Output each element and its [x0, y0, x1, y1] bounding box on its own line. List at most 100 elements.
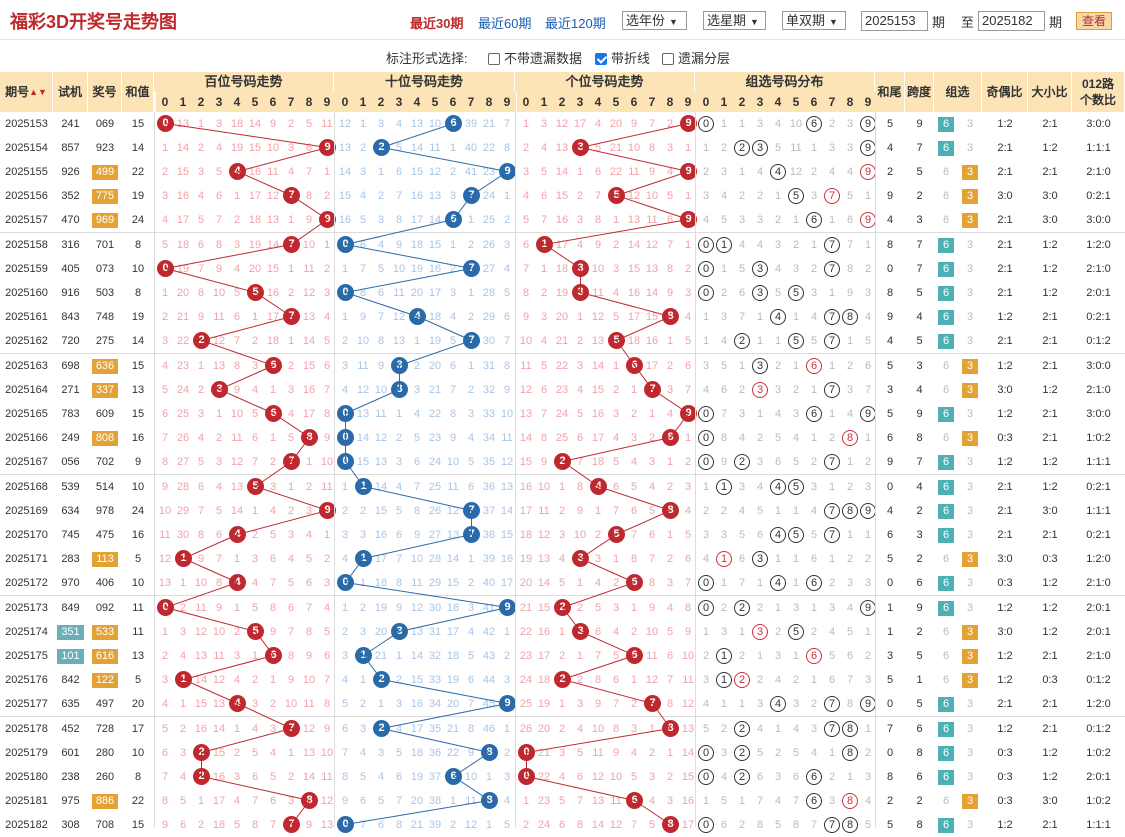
odd-even-ratio: 3:0	[997, 384, 1013, 396]
miss-count: 25	[176, 408, 190, 420]
test-number-cell: 843	[61, 311, 80, 323]
miss-count: 5	[792, 747, 800, 759]
miss-count: 6	[215, 529, 223, 541]
miss-count: 2	[792, 239, 800, 251]
miss-count: 40	[464, 142, 478, 154]
miss-count: 1	[576, 311, 584, 323]
miss-count: 1	[756, 335, 764, 347]
draw-number-cell: 260	[95, 771, 115, 783]
parity-select[interactable]: 单双期 ▼	[782, 11, 846, 30]
group-digit-ring: 4	[770, 696, 786, 712]
miss-count: 1	[684, 432, 692, 444]
miss-count: 2	[630, 626, 638, 638]
span-cell: 2	[916, 505, 923, 517]
miss-count: 18	[410, 747, 424, 759]
checkbox-checked-icon[interactable]	[595, 53, 607, 65]
miss-count: 4	[395, 118, 403, 130]
draw-number-cell: 499	[88, 160, 122, 184]
table-row: 2025159 405 073 10 0 19 7 9 4 20 15 1 11 2 1 7 5 10 19 16 2 7…	[0, 257, 1125, 281]
option-layer[interactable]: 遗漏分层	[662, 48, 730, 67]
test-number-badge: 351	[57, 625, 84, 640]
miss-count: 11	[465, 795, 477, 807]
digit-header: 8	[841, 92, 859, 112]
test-number-cell: 238	[61, 771, 80, 783]
miss-count: 5	[233, 287, 241, 299]
group-6-marker: 6	[942, 360, 950, 372]
period-cell: 2025162	[5, 335, 48, 347]
miss-count: 1	[864, 626, 872, 638]
miss-count: 3	[702, 529, 710, 541]
group-digit-ring: 3	[752, 358, 768, 374]
miss-count: 12	[356, 384, 370, 396]
group-digit-ring: 6	[806, 648, 822, 664]
from-period-input[interactable]: 2025153	[861, 11, 928, 31]
digit-header: 2	[733, 92, 751, 112]
miss-count: 10	[609, 771, 623, 783]
miss-count: 1	[359, 674, 367, 686]
year-select[interactable]: 选年份 ▼	[622, 11, 687, 30]
miss-count: 15	[356, 456, 370, 468]
odd-even-ratio: 1:2	[997, 674, 1013, 686]
miss-count: 9	[395, 602, 403, 614]
period-cell: 2025175	[5, 650, 48, 662]
period-60-link[interactable]: 最近60期	[478, 16, 532, 31]
miss-count: 4	[630, 456, 638, 468]
miss-count: 3	[756, 698, 764, 710]
miss-count: 13	[266, 214, 280, 226]
miss-count: 8	[287, 650, 295, 662]
miss-count: 2	[449, 819, 457, 831]
miss-count: 31	[482, 360, 496, 372]
miss-count: 4	[846, 166, 854, 178]
miss-count: 6	[666, 214, 674, 226]
col-qihao[interactable]: 期号 ▲▼	[0, 72, 53, 112]
miss-count: 12	[789, 166, 803, 178]
miss-count: 8	[323, 698, 331, 710]
miss-count: 18	[428, 311, 442, 323]
miss-count: 2	[467, 239, 475, 251]
sum-tail-cell: 1	[886, 602, 894, 614]
miss-count: 1	[702, 481, 710, 493]
query-button[interactable]: 查看	[1076, 12, 1112, 30]
group-6-marker: 6	[938, 286, 954, 301]
sum-tail-cell: 1	[886, 626, 894, 638]
term-select[interactable]: 选星期 ▼	[703, 11, 766, 30]
sum-cell: 5	[134, 674, 142, 686]
group-3-marker: 3	[966, 263, 974, 275]
miss-count: 7	[449, 384, 457, 396]
span-cell: 2	[916, 553, 923, 565]
option-no-miss[interactable]: 不带遗漏数据	[488, 48, 582, 67]
miss-count: 7	[503, 335, 511, 347]
option-polyline[interactable]: 带折线	[595, 48, 650, 67]
miss-count: 16	[248, 166, 262, 178]
sum-tail-cell: 0	[886, 481, 894, 493]
miss-count: 1	[522, 795, 530, 807]
miss-count: 4	[738, 505, 746, 517]
miss-count: 9	[720, 456, 728, 468]
period-cell: 2025181	[5, 795, 48, 807]
miss-count: 2	[846, 481, 854, 493]
miss-count: 6	[810, 553, 818, 565]
miss-count: 21	[555, 335, 569, 347]
miss-count: 9	[305, 214, 313, 226]
miss-count: 3	[359, 529, 367, 541]
miss-count: 3	[720, 747, 728, 759]
period-120-link[interactable]: 最近120期	[545, 16, 606, 31]
miss-count: 5	[197, 456, 205, 468]
miss-count: 10	[266, 142, 280, 154]
odd-even-ratio: 1:2	[997, 311, 1013, 323]
checkbox-icon[interactable]	[488, 53, 500, 65]
miss-count: 3	[323, 577, 331, 589]
miss-count: 3	[558, 529, 566, 541]
miss-count: 3	[233, 771, 241, 783]
to-period-input[interactable]: 2025182	[978, 11, 1045, 31]
period-30-link[interactable]: 最近30期	[410, 16, 464, 31]
miss-count: 2	[467, 577, 475, 589]
miss-count: 14	[591, 360, 605, 372]
checkbox-icon[interactable]	[662, 53, 674, 65]
miss-count: 1	[702, 795, 710, 807]
miss-count: 3	[774, 771, 782, 783]
miss-count: 3	[666, 142, 674, 154]
miss-count: 13	[555, 142, 569, 154]
miss-count: 7	[197, 505, 205, 517]
miss-count: 13	[627, 214, 641, 226]
